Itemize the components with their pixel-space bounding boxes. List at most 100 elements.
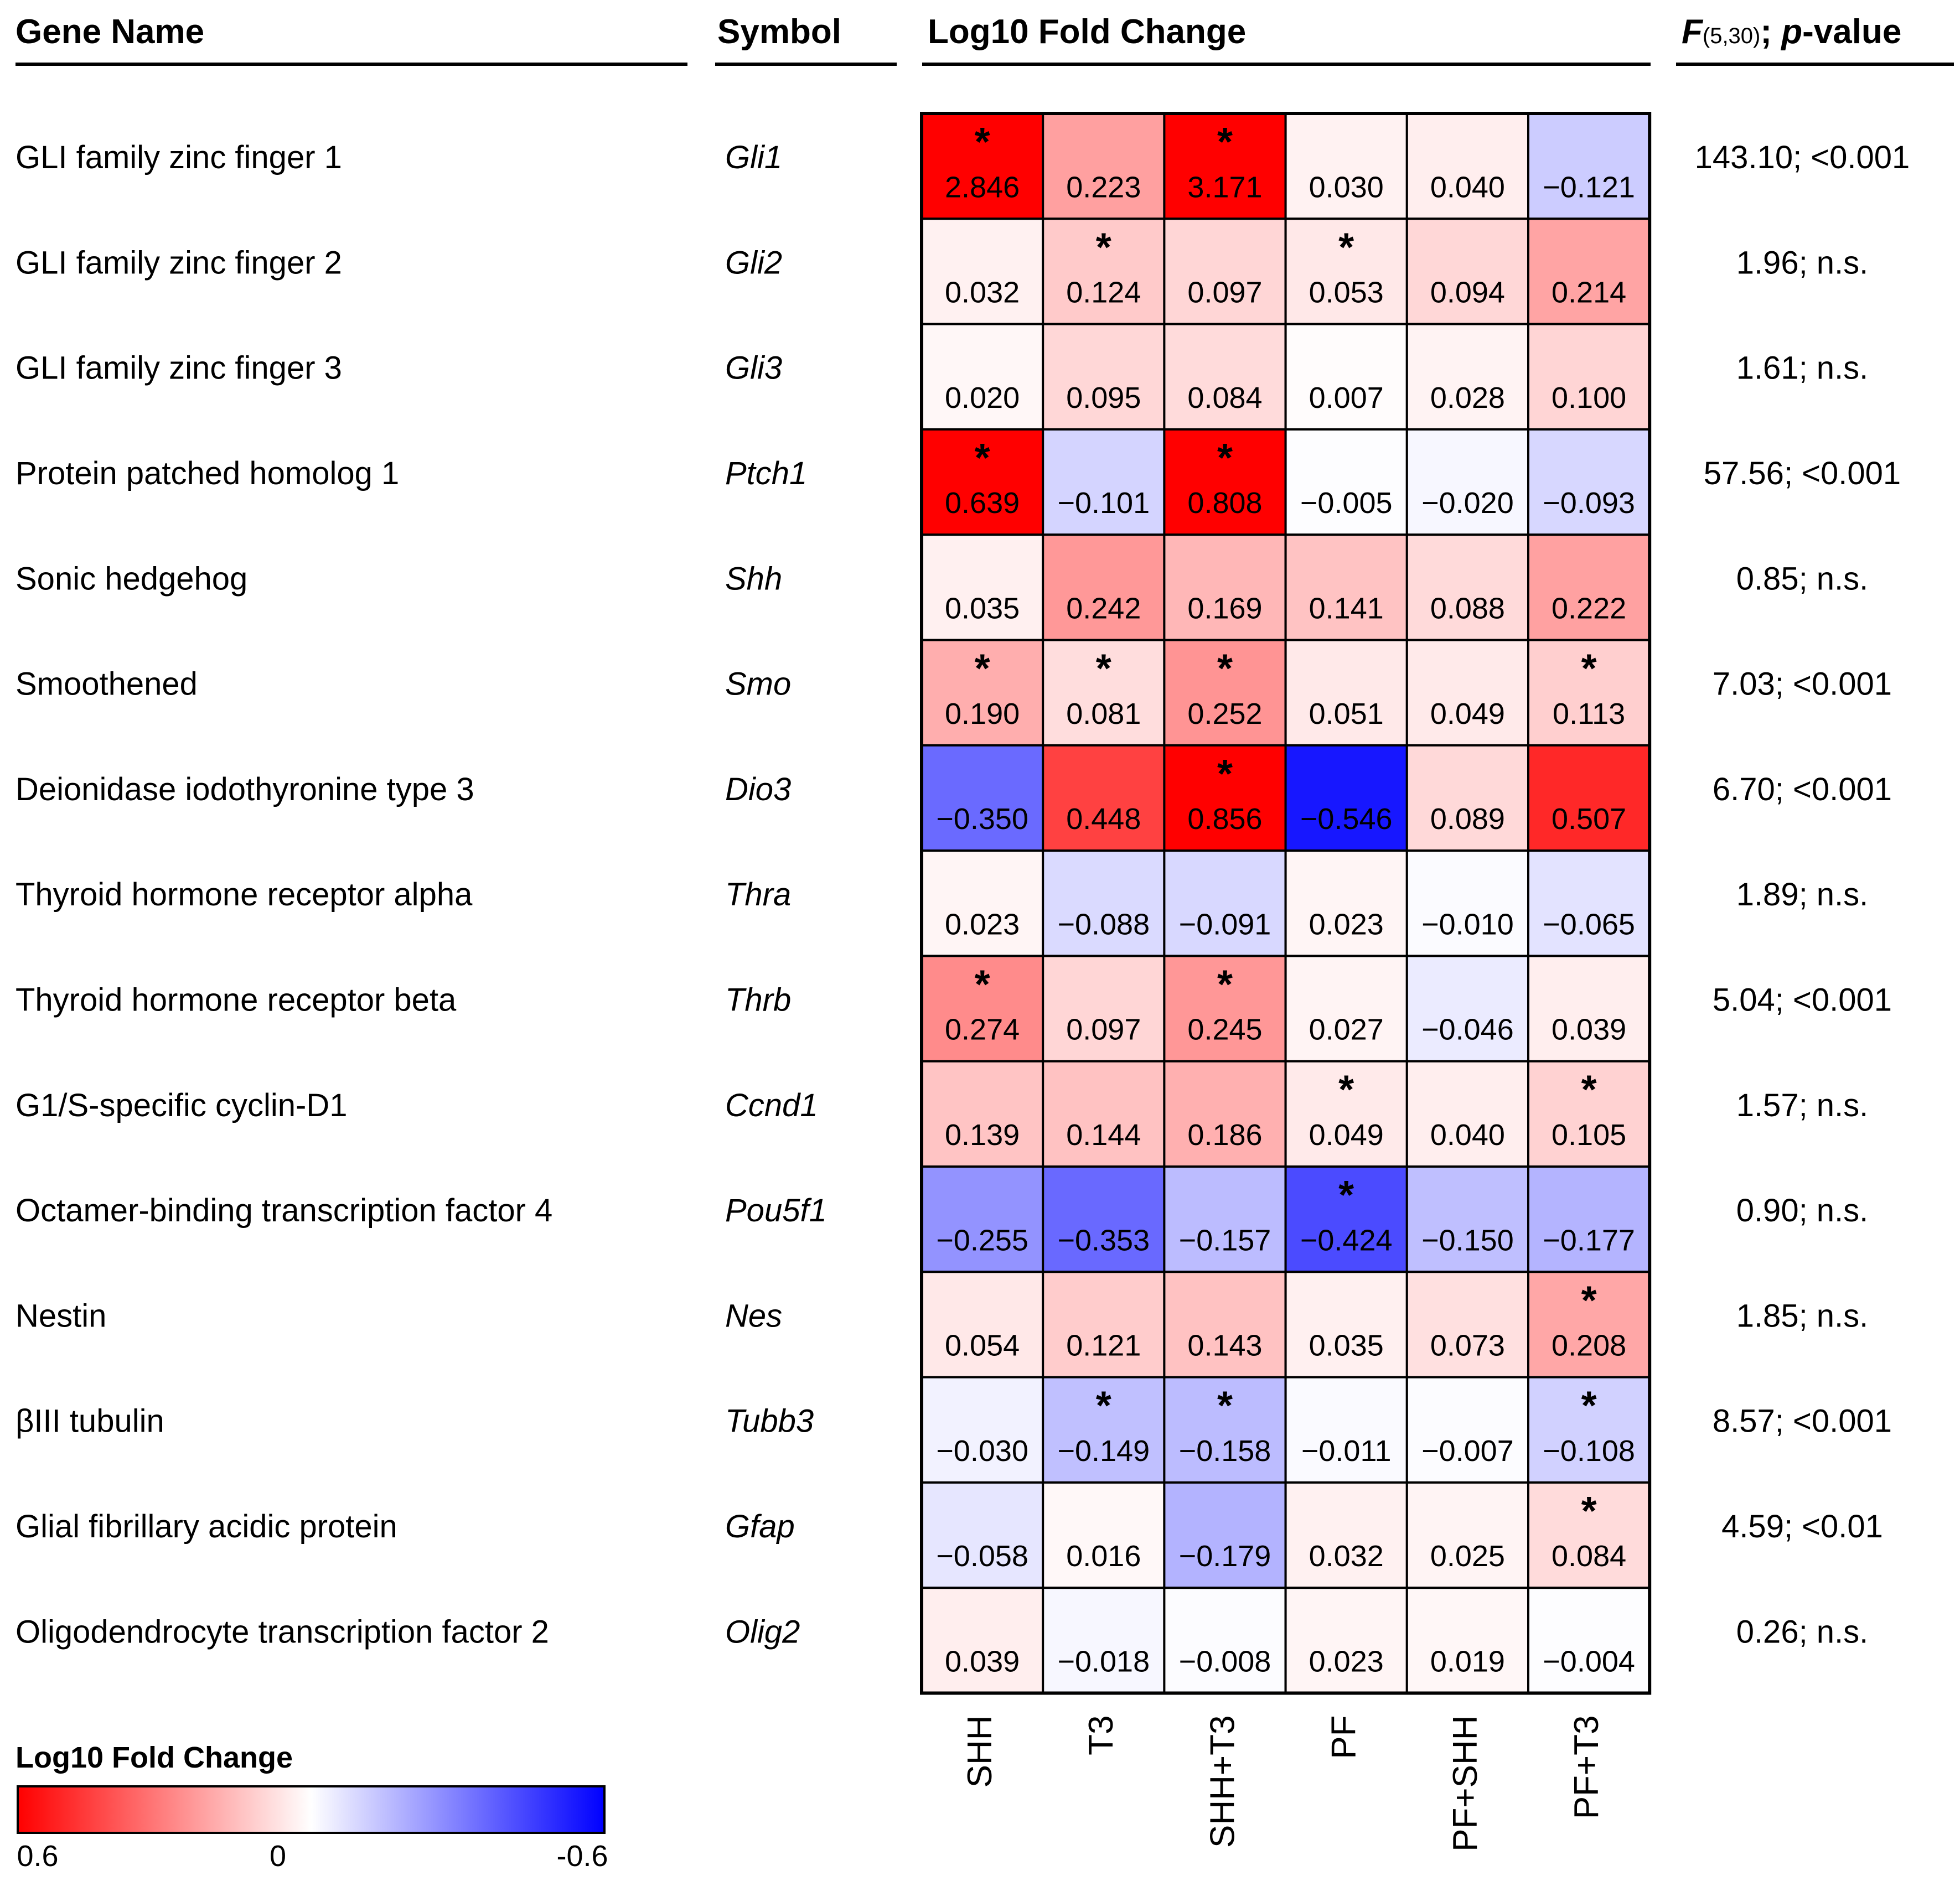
significance-marker: * (1581, 1489, 1597, 1533)
cell-value-label: −0.008 (1179, 1645, 1271, 1678)
heatmap-cell (1405, 533, 1530, 641)
gene-symbol: Dio3 (725, 771, 791, 807)
heatmap-cell (1527, 1376, 1651, 1484)
header-f-letter: F (1682, 13, 1704, 51)
heatmap-cell (1405, 1060, 1530, 1168)
significance-marker: * (1096, 225, 1111, 270)
gene-symbol: Gli2 (725, 245, 782, 281)
heatmap-cell (1163, 744, 1287, 852)
heatmap-cell (1527, 1587, 1651, 1695)
significance-marker: * (1217, 436, 1233, 480)
f-stat-value: 1.96; n.s. (1736, 245, 1869, 281)
cell-value-label: 0.507 (1552, 802, 1626, 836)
cell-value-label: 0.242 (1066, 592, 1141, 625)
gene-symbol: Shh (725, 561, 782, 597)
cell-value-label: 0.208 (1552, 1329, 1626, 1362)
heatmap-cell (920, 1587, 1044, 1695)
cell-value-label: 0.007 (1309, 381, 1384, 414)
column-label: T3 (1082, 1716, 1120, 1755)
column-label: SHH+T3 (1203, 1716, 1242, 1848)
heatmap-cell (1527, 112, 1651, 220)
legend-tick-label: 0.6 (17, 1839, 58, 1873)
gene-symbol: Ccnd1 (725, 1087, 818, 1123)
header-log10-fold-change: Log10 Fold Change (928, 13, 1246, 51)
cell-value-label: 0.121 (1066, 1329, 1141, 1362)
heatmap-cell (920, 1481, 1044, 1589)
heatmap-cell (1284, 639, 1408, 747)
cell-value-label: 0.084 (1187, 381, 1262, 414)
heatmap-cell (920, 533, 1044, 641)
cell-value-label: 0.040 (1430, 1118, 1505, 1152)
cell-value-label: −0.065 (1543, 908, 1635, 941)
cell-value-label: 0.274 (945, 1013, 1020, 1046)
cell-value-label: 0.020 (945, 381, 1020, 414)
cell-value-label: 0.190 (945, 697, 1020, 730)
cell-value-label: 0.095 (1066, 381, 1141, 414)
f-stat-value: 1.57; n.s. (1736, 1087, 1869, 1123)
heatmap-cell (1284, 1060, 1408, 1168)
f-stat-value: 143.10; <0.001 (1695, 139, 1910, 175)
significance-marker: * (975, 647, 990, 691)
cell-value-label: 0.448 (1066, 802, 1141, 836)
cell-value-label: 0.040 (1430, 170, 1505, 204)
cell-value-label: 0.054 (945, 1329, 1020, 1362)
heatmap-cell (1042, 323, 1166, 431)
gene-name: Thyroid hormone receptor beta (15, 982, 457, 1018)
gene-name: Nestin (15, 1298, 106, 1334)
significance-marker: * (975, 962, 990, 1007)
heatmap-cell (1163, 1376, 1287, 1484)
f-stat-value: 0.85; n.s. (1736, 561, 1869, 597)
heatmap-cell (1405, 1165, 1530, 1273)
heatmap-cell (1527, 1060, 1651, 1168)
heatmap-cell (1405, 744, 1530, 852)
cell-value-label: −0.004 (1543, 1645, 1635, 1678)
cell-value-label: 0.097 (1066, 1013, 1141, 1046)
gene-name: GLI family zinc finger 1 (15, 139, 342, 175)
f-stat-value: 0.90; n.s. (1736, 1193, 1869, 1229)
gene-symbol: Pou5f1 (725, 1193, 827, 1229)
gene-symbol: Tubb3 (725, 1403, 814, 1439)
heatmap-cell (1163, 849, 1287, 957)
f-stat-value: 1.61; n.s. (1736, 350, 1869, 386)
gene-symbol: Thrb (725, 982, 791, 1018)
heatmap-row: GLI family zinc finger 2 Gli2 0.032 0.124 * 0… (15, 217, 1869, 325)
gene-name: βIII tubulin (15, 1403, 164, 1439)
cell-value-label: −0.177 (1543, 1224, 1635, 1257)
f-stat-value: 6.70; <0.001 (1713, 771, 1892, 807)
f-stat-value: 57.56; <0.001 (1704, 455, 1901, 491)
cell-value-label: −0.020 (1421, 486, 1514, 520)
heatmap-cell (920, 955, 1044, 1063)
significance-marker: * (1217, 962, 1233, 1007)
cell-value-label: 0.081 (1066, 697, 1141, 730)
header-f-statistic: F(5,30); p-value (1682, 13, 1901, 51)
cell-value-label: −0.546 (1300, 802, 1393, 836)
header-p-letter: p (1780, 13, 1802, 51)
f-stat-value: 1.85; n.s. (1736, 1298, 1869, 1334)
header-f-sep: ; (1760, 13, 1781, 51)
gene-symbol: Gli3 (725, 350, 782, 386)
heatmap-cell (920, 639, 1044, 747)
heatmap-cell (1284, 533, 1408, 641)
significance-marker: * (1338, 1173, 1354, 1217)
gene-symbol: Nes (725, 1298, 782, 1334)
cell-value-label: 0.049 (1430, 697, 1505, 730)
cell-value-label: −0.108 (1543, 1434, 1635, 1468)
cell-value-label: −0.018 (1057, 1645, 1150, 1678)
heatmap-cell (1405, 1481, 1530, 1589)
cell-value-label: 0.214 (1552, 276, 1626, 309)
heatmap-cell (1284, 428, 1408, 536)
significance-marker: * (1096, 647, 1111, 691)
heatmap-cell (1527, 1481, 1651, 1589)
cell-value-label: 0.088 (1430, 592, 1505, 625)
heatmap-cell (1527, 955, 1651, 1063)
gene-symbol: Smo (725, 666, 791, 702)
f-stat-value: 7.03; <0.001 (1713, 666, 1892, 702)
cell-value-label: 0.089 (1430, 802, 1505, 836)
gene-name: Thyroid hormone receptor alpha (15, 877, 473, 913)
header-p-suffix: -value (1802, 13, 1901, 51)
heatmap-border (920, 112, 1652, 1695)
gene-symbol: Olig2 (725, 1614, 800, 1650)
heatmap-cell (1284, 1587, 1408, 1695)
gene-name: Oligodendrocyte transcription factor 2 (15, 1614, 549, 1650)
